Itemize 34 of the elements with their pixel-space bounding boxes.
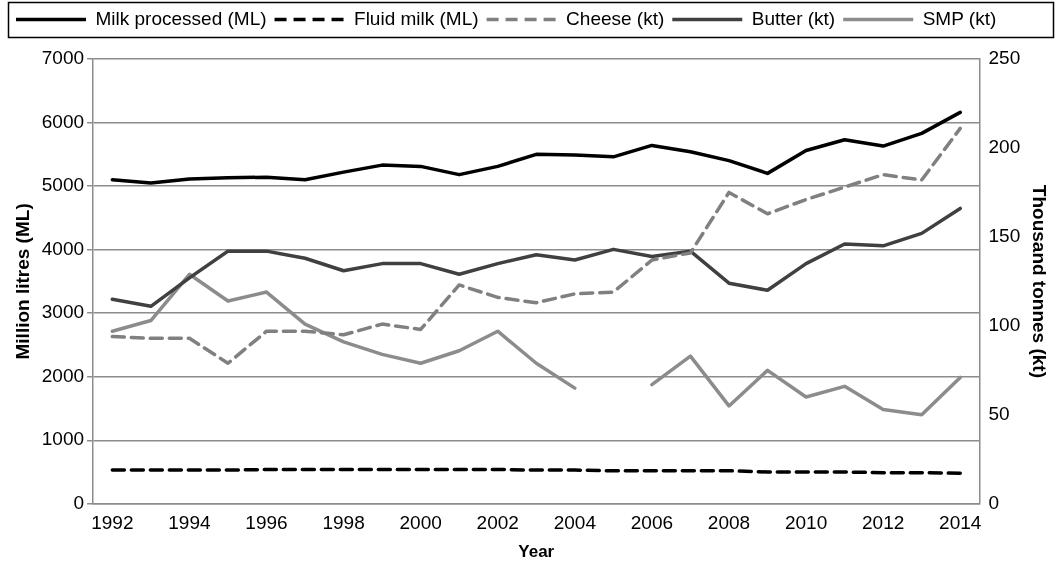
y-tick-label: 4000	[41, 237, 85, 259]
x-tick-label: 2008	[707, 512, 751, 534]
x-tick-label: 2010	[784, 512, 828, 534]
y-tick-label: 0	[73, 492, 85, 514]
x-tick-label: 1996	[245, 512, 288, 534]
y-tick-label: 2000	[41, 364, 85, 386]
y2-tick-label: 50	[988, 403, 1010, 425]
y-tick-label: 1000	[41, 428, 85, 450]
legend-label: Butter (kt)	[751, 7, 836, 29]
x-tick-label: 1992	[91, 512, 134, 534]
x-tick-label: 2000	[399, 512, 442, 534]
x-tick-label: 2014	[939, 512, 982, 534]
x-tick-label: 1994	[168, 512, 211, 534]
x-axis-title: Year	[518, 542, 555, 562]
legend-label: Fluid milk (ML)	[354, 7, 479, 29]
y-tick-label: 3000	[41, 301, 85, 323]
legend-label: Milk processed (ML)	[95, 7, 267, 29]
y-tick-label: 7000	[41, 47, 85, 69]
y-tick-label: 6000	[41, 110, 85, 132]
y2-tick-label: 200	[988, 136, 1021, 158]
x-tick-label: 2002	[476, 512, 519, 534]
legend-label: Cheese (kt)	[566, 7, 665, 29]
x-tick-label: 1998	[322, 512, 365, 534]
x-tick-label: 2012	[862, 512, 905, 534]
legend-label: SMP (kt)	[922, 7, 997, 29]
x-tick-label: 2006	[630, 512, 674, 534]
x-tick-label: 2004	[553, 512, 597, 534]
y2-tick-label: 150	[988, 225, 1021, 247]
y2-axis-title: Thousand tonnes (kt)	[1029, 184, 1051, 378]
y2-tick-label: 250	[988, 47, 1021, 69]
y-axis-title: Million litres (ML)	[11, 203, 33, 360]
y2-tick-label: 0	[988, 492, 1000, 514]
y-tick-label: 5000	[41, 174, 85, 196]
y2-tick-label: 100	[988, 314, 1021, 336]
